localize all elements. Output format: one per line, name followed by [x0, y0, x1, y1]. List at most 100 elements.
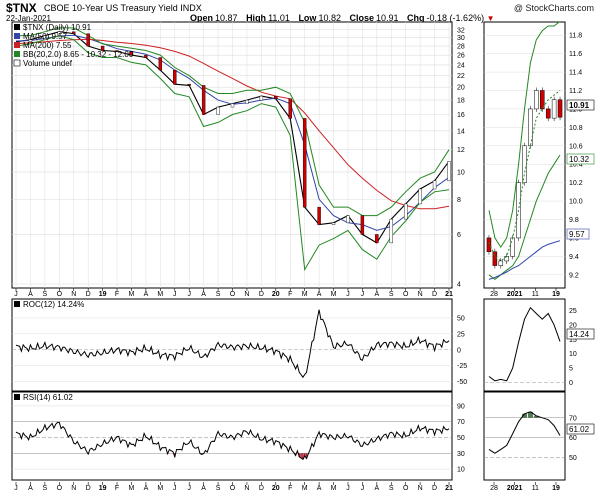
roc-legend: ROC(12) 14.24%	[14, 300, 84, 309]
roc-y-tick: 0	[457, 347, 461, 354]
x-bottom-tick: N	[71, 485, 76, 492]
ohlc-readout: Open 10.87 High 11.01 Low 10.82 Close 10.91 …	[190, 13, 495, 23]
x-bottom-tick: J	[346, 485, 350, 492]
price-y-tick: 12	[457, 147, 465, 154]
roc-legend-swatch	[14, 301, 20, 307]
close-tag-box	[566, 99, 595, 111]
bb-tag: 10.32	[569, 155, 590, 164]
price-y-tick: 10	[457, 169, 465, 176]
x-bottom-tick: O	[57, 485, 63, 492]
roc-panel	[11, 298, 453, 392]
zoom-rsi-series	[484, 411, 565, 458]
x-zoom-tick: 19	[552, 291, 560, 298]
zoom-candle	[498, 260, 504, 266]
legend-bb-swatch	[14, 51, 20, 57]
x-bottom-tick: 19	[99, 485, 107, 492]
price-candle	[230, 103, 235, 108]
close-value: 10.91	[376, 13, 399, 23]
x-bottom-tick: D	[432, 485, 437, 492]
x-bottom-tick: O	[230, 485, 236, 492]
zoom-rsi-y-tick: 50	[569, 455, 577, 462]
rsi-line	[15, 421, 450, 461]
price-y-tick: 18	[457, 98, 465, 105]
zoom-y-tick: 11.8	[569, 33, 582, 40]
x-axis-zoom-price: 28 2021 11 19	[490, 288, 560, 298]
x-main-tick: A	[144, 291, 149, 298]
ma50-tag-box	[566, 228, 590, 240]
rsi-tag: 61.02	[569, 425, 590, 434]
zoom-roc-panel	[483, 298, 566, 392]
zoom-roc-y-tick: 15	[569, 337, 577, 344]
x-bottom-tick: A	[144, 485, 149, 492]
x-main-tick: S	[389, 291, 394, 298]
zoom-rsi-panel	[483, 391, 566, 481]
x-bottom-tick: 20	[272, 485, 280, 492]
price-y-tick: 26	[457, 53, 465, 60]
legend-bb: BB(20,2.0) 8.65 - 10.32 - 12.00	[23, 50, 134, 59]
rsi-y-axis: 90 70 50 30 10	[457, 403, 465, 473]
zoom-bb-upper	[488, 21, 561, 249]
rsi-legend-text: RSI(14) 61.02	[23, 393, 73, 402]
x-bottom-tick: A	[28, 485, 33, 492]
x-bottom-tick: 21	[445, 485, 453, 492]
price-candle	[28, 39, 33, 42]
x-main-tick: N	[71, 291, 76, 298]
rsi-y-tick: 10	[457, 467, 465, 474]
x-main-tick: F	[115, 291, 119, 298]
price-candle	[115, 50, 119, 52]
roc-y-tick: -25	[457, 363, 467, 370]
x-main-tick: J	[14, 291, 18, 298]
x-zoom-bottom-tick: 28	[490, 485, 498, 492]
zoom-rsi-line	[488, 411, 561, 454]
price-candle	[317, 206, 321, 225]
x-main-tick: D	[86, 291, 91, 298]
zoom-y-tick: 9.2	[569, 272, 579, 279]
zoom-roc-y-tick: 25	[569, 308, 577, 315]
x-main-tick: A	[201, 291, 206, 298]
low-value: 10.82	[318, 13, 341, 23]
zoom-roc-y-axis: 25 20 15 10 5 0	[569, 308, 577, 387]
x-axis-bottom: J A S O N D 19 F M A M J J A S O N D 20 F M A M J J A S O N D 21	[14, 482, 453, 492]
zoom-y-tick: 11.4	[569, 70, 582, 77]
x-main-tick: J	[346, 291, 350, 298]
x-bottom-tick: N	[244, 485, 249, 492]
bb-tag-box	[566, 153, 595, 165]
open-label: Open	[190, 13, 214, 23]
rsi-y-tick: 30	[457, 451, 465, 458]
zoom-candle	[534, 90, 539, 110]
x-main-tick: O	[57, 291, 63, 298]
price-candle	[288, 98, 292, 119]
price-candle	[447, 161, 451, 182]
zoom-candle	[522, 145, 527, 183]
exchange-text: INDX	[180, 3, 202, 13]
ticker-description: CBOE 10-Year US Treasury Yield INDX	[44, 3, 202, 13]
price-y-tick: 14	[457, 128, 465, 135]
x-bottom-tick: O	[403, 485, 409, 492]
x-zoom-tick: 2021	[507, 291, 523, 298]
price-candle	[187, 84, 191, 86]
zoom-candle	[492, 251, 498, 266]
price-panel	[11, 21, 453, 289]
price-y-tick: 6	[457, 232, 461, 239]
price-series	[15, 27, 451, 272]
legend-ma50: MA(50) 9.57	[23, 32, 68, 41]
zoom-roc-line	[488, 306, 561, 382]
x-bottom-tick: F	[288, 485, 292, 492]
price-candle	[259, 95, 264, 101]
chg-label: Chg	[407, 13, 425, 23]
price-y-tick: 4	[457, 282, 461, 289]
close-tag: 10.91	[569, 101, 590, 110]
watermark: @ StockCharts.com	[513, 3, 594, 13]
zoom-candle	[504, 256, 509, 262]
zoom-y-tick: 9.8	[569, 217, 579, 224]
x-bottom-tick: M	[331, 485, 337, 492]
price-y-tick: 30	[457, 35, 465, 42]
roc-tag-box	[566, 328, 595, 340]
x-main-tick: 21	[445, 291, 453, 298]
zoom-y-tick: 9.4	[569, 254, 579, 261]
x-bottom-tick: N	[418, 485, 423, 492]
roc-y-tick: 25	[457, 331, 465, 338]
down-arrow-icon: ▼	[486, 14, 495, 23]
rsi-y-tick: 50	[457, 435, 465, 442]
price-candle	[201, 85, 206, 115]
